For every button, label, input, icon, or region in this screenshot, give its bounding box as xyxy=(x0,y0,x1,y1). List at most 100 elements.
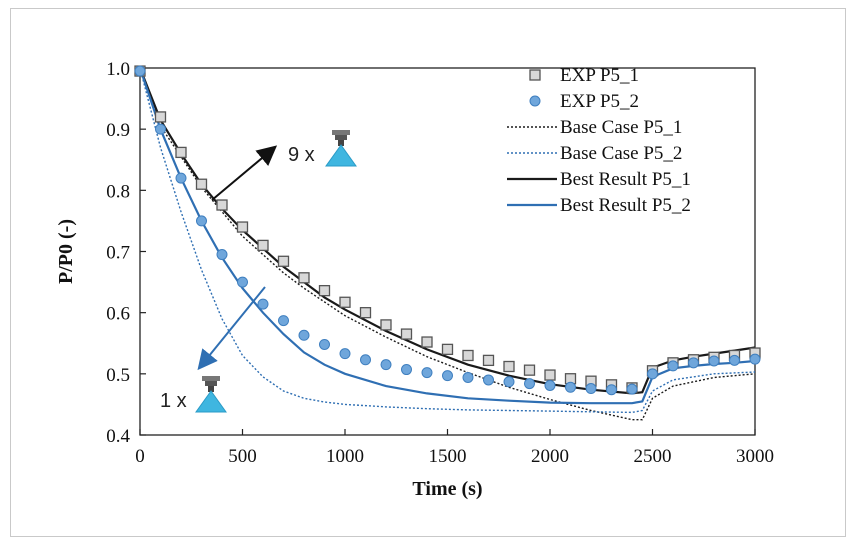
legend-item-best-result-p5-2: Best Result P5_2 xyxy=(507,195,691,216)
legend-marker-circle xyxy=(529,95,541,107)
data-point-square xyxy=(216,199,228,211)
data-point-circle xyxy=(298,329,310,341)
data-point-circle xyxy=(565,381,576,393)
x-tick-label: 3000 xyxy=(736,446,774,467)
data-point-square xyxy=(257,239,269,252)
data-point-circle xyxy=(401,364,412,376)
nozzle-cap xyxy=(332,130,350,135)
nozzle-icon xyxy=(195,376,227,413)
data-point-square xyxy=(400,328,413,340)
data-point-square xyxy=(441,343,454,356)
nozzle-body xyxy=(205,381,217,386)
legend-label: EXP P5_1 xyxy=(560,65,639,86)
x-tick-label: 2000 xyxy=(531,446,569,467)
nozzle-body xyxy=(335,135,347,140)
data-point-circle xyxy=(462,372,474,384)
nozzle-tip xyxy=(208,386,214,392)
data-point-circle xyxy=(544,379,556,391)
data-point-circle xyxy=(380,359,392,371)
x-tick-label: 0 xyxy=(135,446,145,467)
y-tick-label: 0.5 xyxy=(106,365,130,386)
data-point-square xyxy=(154,111,167,123)
data-point-circle xyxy=(503,376,515,388)
data-point-circle xyxy=(585,383,597,395)
data-point-circle xyxy=(708,355,720,367)
data-point-circle xyxy=(688,357,699,369)
data-point-square xyxy=(503,360,515,373)
legend-item-exp-p5-2: EXP P5_2 xyxy=(529,91,639,112)
series-line xyxy=(139,67,756,414)
x-tick-label: 500 xyxy=(228,446,257,467)
data-point-circle xyxy=(483,374,494,386)
data-point-square xyxy=(359,307,372,319)
data-point-square xyxy=(175,146,187,159)
spray-cone xyxy=(325,144,357,167)
legend-swatch xyxy=(529,95,541,107)
y-axis-label: P/P0 (-) xyxy=(55,219,77,284)
data-point-circle xyxy=(626,383,638,395)
data-point-square xyxy=(544,369,556,381)
legend-item-best-result-p5-1: Best Result P5_1 xyxy=(507,169,691,190)
data-point-square xyxy=(277,255,290,267)
data-point-circle xyxy=(134,65,146,77)
legend-marker-square xyxy=(529,69,541,81)
data-point-circle xyxy=(278,315,289,327)
y-tick-label: 1.0 xyxy=(106,59,130,80)
legend-label: EXP P5_2 xyxy=(560,91,639,112)
legend-item-exp-p5-1: EXP P5_1 xyxy=(529,65,639,86)
annotation-1x: 1 x xyxy=(160,390,187,412)
legend-label: Best Result P5_2 xyxy=(560,195,691,216)
annotations: 9 x 1 x xyxy=(160,130,357,413)
data-point-circle xyxy=(237,276,248,288)
data-point-square xyxy=(380,319,392,331)
data-point-circle xyxy=(442,370,453,382)
data-point-square xyxy=(482,354,495,367)
data-point-circle xyxy=(339,348,351,360)
axes: 0 500 1000 1500 2000 2500 3000 0.4 0.5 0.6 0.7 0.8 0… xyxy=(55,59,774,500)
series-layer xyxy=(134,65,761,421)
series-base-case-p5-2 xyxy=(139,67,756,414)
data-point-circle xyxy=(667,360,679,372)
x-axis-label: Time (s) xyxy=(412,478,482,500)
y-tick-label: 0.9 xyxy=(106,120,130,141)
x-tick-label: 2500 xyxy=(634,446,672,467)
data-point-square xyxy=(298,272,310,284)
x-tick-label: 1500 xyxy=(429,446,467,467)
data-point-square xyxy=(236,221,249,233)
legend-label: Best Result P5_1 xyxy=(560,169,691,190)
data-point-square xyxy=(318,284,331,297)
nozzle-tip xyxy=(338,140,344,146)
x-tick-label: 1000 xyxy=(326,446,364,467)
data-point-square xyxy=(339,296,351,308)
data-point-circle xyxy=(175,172,187,184)
data-point-circle xyxy=(155,123,166,135)
data-point-square xyxy=(462,349,474,362)
series-exp-p5-1 xyxy=(134,65,761,394)
series-exp-p5-2 xyxy=(134,65,761,396)
y-tick-label: 0.8 xyxy=(106,181,130,202)
data-point-circle xyxy=(360,354,371,366)
data-point-circle xyxy=(524,378,535,390)
data-point-square xyxy=(421,336,433,348)
y-tick-label: 0.6 xyxy=(106,304,130,325)
legend-label: Base Case P5_1 xyxy=(560,117,682,138)
legend-swatch xyxy=(529,69,541,81)
data-point-circle xyxy=(647,368,658,380)
data-point-circle xyxy=(196,215,207,227)
spray-cone xyxy=(195,390,227,413)
data-point-circle xyxy=(606,384,617,396)
data-point-circle xyxy=(216,249,228,261)
series-line xyxy=(139,67,756,421)
data-point-square xyxy=(523,364,536,376)
legend-item-base-case-p5-1: Base Case P5_1 xyxy=(507,117,682,138)
data-point-circle xyxy=(257,298,269,310)
legend-item-base-case-p5-2: Base Case P5_2 xyxy=(507,143,682,164)
arrow-1x xyxy=(197,286,266,371)
arrow-9x xyxy=(211,145,278,201)
legend-label: Base Case P5_2 xyxy=(560,143,682,164)
data-point-circle xyxy=(319,338,330,350)
series-base-case-p5-1 xyxy=(139,67,756,421)
legend: EXP P5_1 EXP P5_2 Base Case P5_1 Base Case … xyxy=(507,65,691,216)
data-point-circle xyxy=(421,367,433,379)
